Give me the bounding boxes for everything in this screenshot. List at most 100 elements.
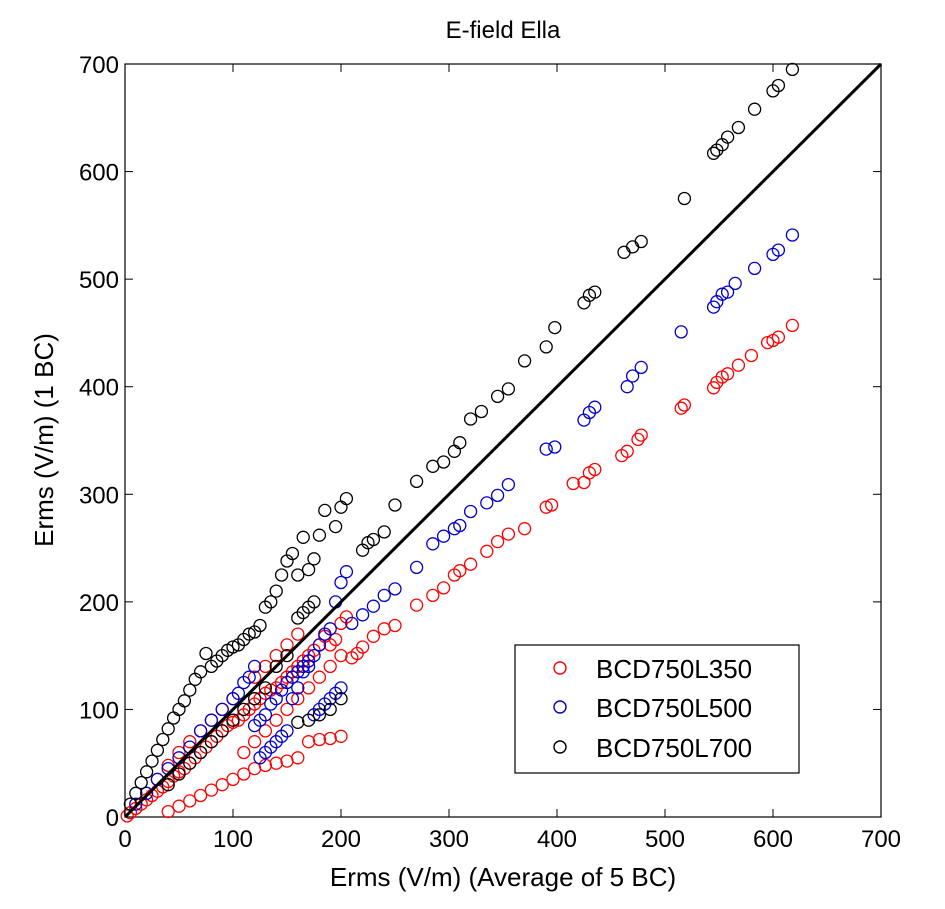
- data-point: [426, 588, 440, 603]
- legend-marker-bcd750l500: [553, 700, 567, 714]
- data-point: [490, 389, 505, 404]
- data-point: [247, 625, 262, 639]
- data-point: [501, 477, 516, 492]
- data-point: [631, 432, 645, 447]
- data-point: [204, 659, 219, 674]
- data-point: [307, 552, 321, 566]
- data-point: [785, 62, 800, 77]
- data-point: [334, 692, 348, 706]
- data-point: [447, 522, 462, 536]
- data-point: [183, 794, 197, 808]
- data-point: [548, 320, 562, 335]
- data-point: [291, 715, 305, 729]
- data-point: [247, 718, 262, 733]
- data-point: [269, 648, 283, 663]
- x-tick-label: 100: [213, 826, 253, 853]
- y-axis-ticks: 0 100 200 300 400 500 600 700: [79, 52, 881, 832]
- data-point: [339, 565, 354, 579]
- data-point: [334, 616, 348, 631]
- data-point: [731, 358, 746, 372]
- data-point: [318, 627, 332, 641]
- data-point: [258, 724, 273, 738]
- data-point: [447, 568, 462, 582]
- data-point: [377, 622, 391, 636]
- data-point: [617, 245, 631, 259]
- data-point: [237, 745, 251, 760]
- data-point: [766, 247, 780, 262]
- data-point: [577, 413, 591, 427]
- x-tick-label: 200: [321, 826, 361, 853]
- data-point: [366, 629, 381, 643]
- data-point: [291, 568, 305, 582]
- data-point: [539, 442, 553, 456]
- data-point: [247, 692, 262, 706]
- data-point: [150, 743, 165, 757]
- data-point: [172, 745, 186, 760]
- data-point: [345, 616, 359, 631]
- data-point: [323, 731, 337, 746]
- data-point: [577, 475, 591, 490]
- data-point: [280, 702, 294, 717]
- data-point: [285, 692, 300, 706]
- data-point: [480, 496, 494, 510]
- data-point: [204, 783, 219, 797]
- data-point: [490, 534, 505, 549]
- data-point: [539, 500, 553, 514]
- data-point: [193, 788, 208, 803]
- series-bcd750l500: [129, 228, 800, 811]
- data-point: [269, 584, 283, 598]
- x-axis-label: Erms (V/m) (Average of 5 BC): [330, 862, 676, 892]
- data-point: [728, 276, 742, 291]
- data-point: [231, 713, 246, 727]
- data-point: [766, 84, 780, 98]
- data-point: [161, 778, 175, 792]
- data-point: [193, 745, 208, 760]
- legend-box: [514, 644, 800, 774]
- data-point: [253, 751, 267, 765]
- data-point: [677, 191, 692, 206]
- data-point: [388, 582, 402, 596]
- y-tick-label: 300: [79, 482, 119, 509]
- x-tick-label: 0: [118, 826, 131, 853]
- y-tick-label: 500: [79, 267, 119, 294]
- data-point: [620, 380, 634, 394]
- data-point: [744, 348, 759, 363]
- data-point: [172, 767, 186, 781]
- y-tick-label: 700: [79, 52, 119, 79]
- data-point: [129, 786, 143, 800]
- reference-line: [123, 62, 883, 819]
- data-point: [409, 560, 424, 575]
- data-point: [237, 702, 251, 717]
- data-point: [161, 722, 175, 736]
- data-point: [188, 672, 202, 686]
- data-point: [312, 670, 327, 684]
- data-point: [463, 557, 478, 571]
- data-point: [231, 638, 246, 652]
- data-point: [436, 581, 451, 595]
- data-point: [377, 525, 391, 539]
- data-point: [710, 143, 724, 157]
- y-axis-label: Erms (V/m) (1 BC): [29, 333, 59, 547]
- data-point: [760, 335, 775, 350]
- data-point: [139, 786, 154, 800]
- data-point: [139, 765, 154, 779]
- data-point: [706, 300, 721, 314]
- data-point: [204, 735, 219, 749]
- data-point: [156, 732, 170, 747]
- x-axis-ticks: 0 100 200 300 400 500 600 700: [118, 64, 901, 853]
- data-point: [328, 519, 343, 534]
- data-point: [426, 537, 440, 551]
- data-point: [301, 681, 316, 695]
- data-point: [258, 659, 273, 674]
- data-point: [355, 608, 370, 622]
- data-point: [674, 325, 688, 339]
- data-point: [199, 646, 213, 661]
- data-point: [291, 627, 305, 641]
- data-point: [615, 448, 629, 463]
- data-point: [334, 729, 348, 743]
- data-point: [269, 756, 283, 770]
- data-point: [312, 528, 327, 542]
- data-point: [129, 797, 143, 811]
- data-point: [291, 692, 305, 706]
